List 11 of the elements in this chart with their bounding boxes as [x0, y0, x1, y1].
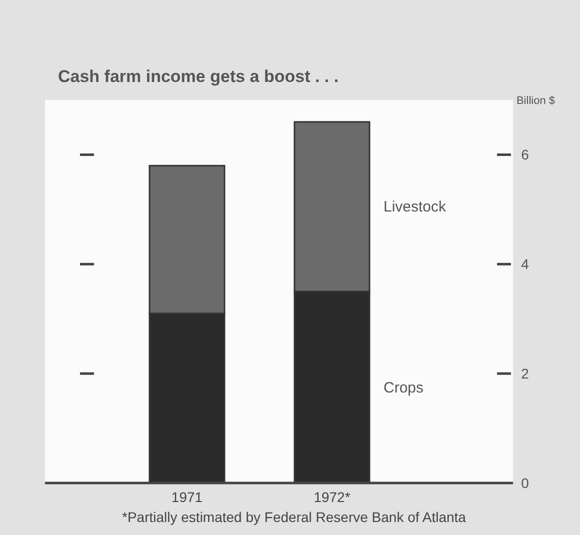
y-tick-label: 6 — [521, 146, 530, 163]
series-label: Livestock — [384, 198, 447, 216]
y-tick-label: 0 — [521, 475, 530, 491]
y-tick-label: 4 — [521, 256, 530, 272]
y-axis-title: Billion $ — [516, 95, 555, 107]
y-tick-label: 2 — [521, 366, 530, 382]
series-label: Crops — [384, 379, 424, 396]
text: *Partially estimated by Federal Reserve Bank of Atlanta — [122, 509, 466, 525]
x-tick-label: 1971 — [171, 489, 203, 505]
x-tick-label: 1972* — [314, 489, 351, 505]
chart-title: Cash farm income gets a boost . . . — [58, 67, 339, 86]
